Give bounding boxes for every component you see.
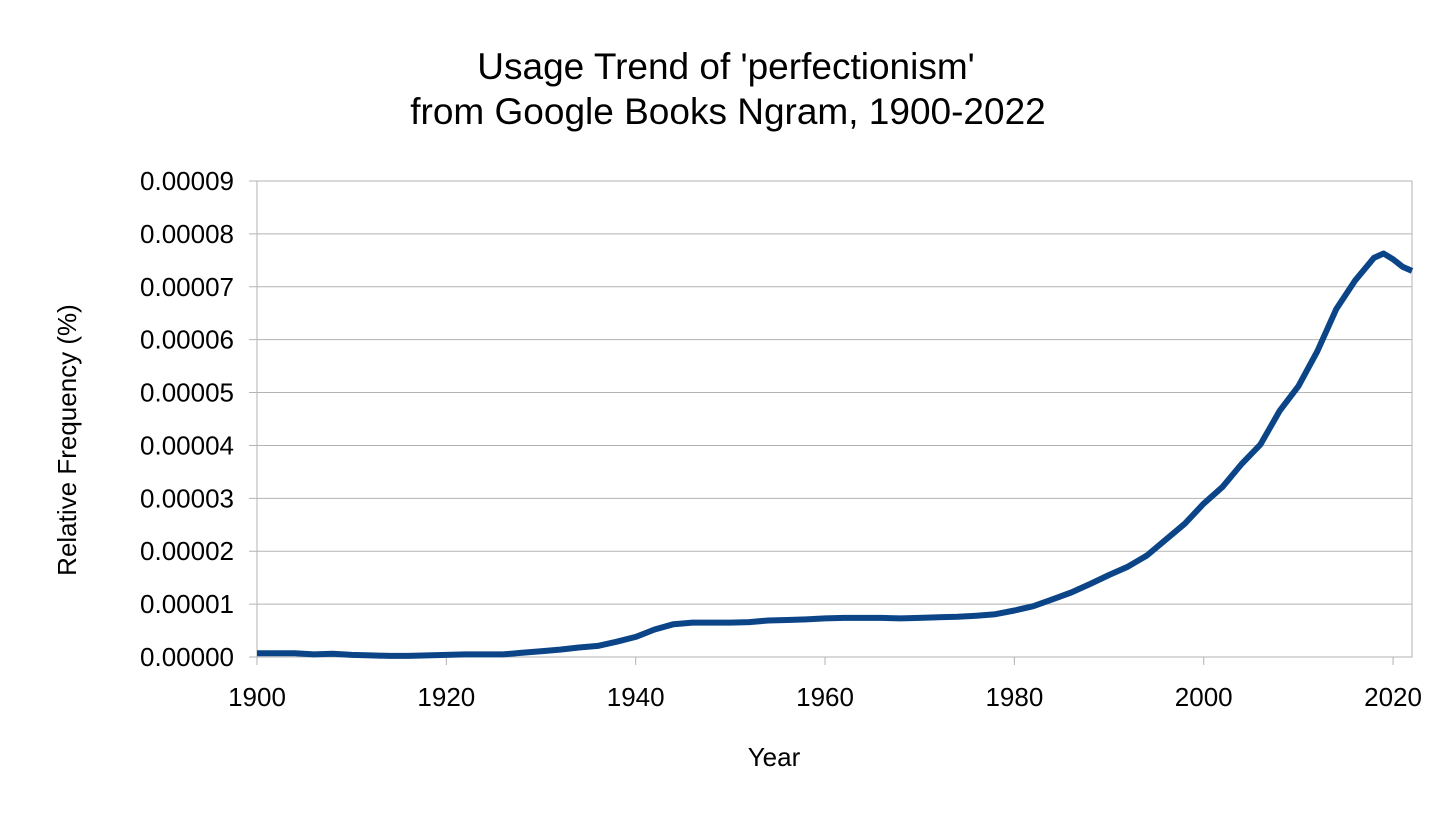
plot-area-frame <box>256 180 1413 658</box>
series-layer <box>257 250 1414 659</box>
y-tick-label: 0.00004 <box>140 430 234 460</box>
x-tick-label: 1920 <box>417 682 475 712</box>
y-tick-label: 0.00000 <box>140 642 234 672</box>
y-tick-label: 0.00006 <box>140 325 234 355</box>
x-axis-label: Year <box>748 742 801 772</box>
y-axis-label: Relative Frequency (%) <box>52 304 82 576</box>
y-tick-label: 0.00003 <box>140 483 234 513</box>
y-tick-label: 0.00005 <box>140 378 234 408</box>
y-tick-label: 0.00009 <box>140 166 234 196</box>
y-tick-label: 0.00008 <box>140 219 234 249</box>
y-tick-label: 0.00001 <box>140 589 234 619</box>
x-tick-label: 2000 <box>1175 682 1233 712</box>
x-tick-label: 2020 <box>1364 682 1422 712</box>
series-line-perfectionism <box>257 250 1414 659</box>
chart-title-line-1: Usage Trend of 'perfectionism' <box>477 46 974 87</box>
x-tick-label: 1940 <box>607 682 665 712</box>
x-tick-label: 1960 <box>796 682 854 712</box>
chart-title-line-2: from Google Books Ngram, 1900-2022 <box>410 91 1046 132</box>
y-tick-label: 0.00002 <box>140 536 234 566</box>
x-tick-label: 1980 <box>985 682 1043 712</box>
y-tick-label: 0.00007 <box>140 272 234 302</box>
axes: 0.00000 0.00001 0.00002 0.00003 0.00004 0.000… <box>140 166 1422 712</box>
grid-lines <box>249 180 1412 658</box>
x-tick-label: 1900 <box>228 682 286 712</box>
